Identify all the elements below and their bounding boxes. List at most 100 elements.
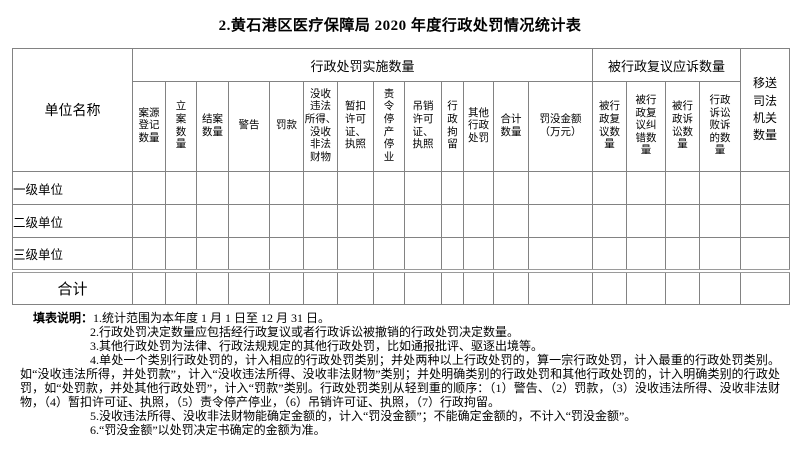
data-cell — [404, 204, 442, 238]
column-header-other-penalty: 其他 行政 处罚 — [463, 81, 494, 172]
row-label-total: 合计 — [12, 268, 133, 305]
data-cell — [373, 204, 405, 238]
data-cell — [303, 204, 338, 238]
data-cell — [665, 204, 700, 238]
data-cell — [165, 171, 197, 205]
data-cell — [441, 204, 464, 238]
data-cell — [373, 237, 405, 271]
data-cell — [132, 204, 166, 238]
note-item-2: 2.行政处罚决定数量应包括经行政复议或者行政诉讼被撤销的行政处罚决定数量。 — [90, 325, 520, 339]
row-label-level1-unit: 一级单位 — [12, 171, 133, 205]
data-cell — [228, 171, 270, 205]
data-cell — [165, 268, 197, 305]
column-header-reconsideration-corrected-count: 被行 政复 议纠 错数 量 — [626, 81, 666, 172]
data-cell — [463, 204, 494, 238]
note-item-1: 1.统计范围为本年度 1 月 1 日至 12 月 31 日。 — [93, 311, 331, 325]
data-cell — [132, 268, 166, 305]
note-item-5: 5.没收违法所得、没收非法财物能确定金额的，计入“罚没金额”；不能确定金额的，不… — [90, 409, 637, 423]
data-cell — [626, 268, 666, 305]
data-cell — [493, 237, 529, 271]
column-header-total-count: 合计 数量 — [493, 81, 529, 172]
data-cell — [373, 171, 405, 205]
column-header-cases-filed: 立 案 数 量 — [165, 81, 197, 172]
data-cell — [463, 237, 494, 271]
data-cell — [404, 171, 442, 205]
table-header-group-row: 单位名称 行政处罚实施数量 被行政复议应诉数量 移送 司法 机关 数量 — [12, 48, 791, 172]
data-cell — [132, 171, 166, 205]
data-cell — [740, 268, 791, 305]
column-header-reconsideration-count: 被行 政复 议数 量 — [592, 81, 627, 172]
data-cell — [665, 237, 700, 271]
data-cell — [626, 171, 666, 205]
data-cell — [269, 204, 304, 238]
data-cell — [165, 237, 197, 271]
data-cell — [228, 204, 270, 238]
data-cell — [626, 204, 666, 238]
column-header-administrative-detention: 行 政 拘 留 — [441, 81, 464, 172]
table-row-level2: 二级单位 — [12, 204, 791, 238]
data-cell — [528, 171, 593, 205]
table-header-sub-row: 案源 登记 数量 立 案 数 量 结案 数量 警告 罚款 没收 违法 所得、 没… — [13, 81, 790, 172]
data-cell — [528, 268, 593, 305]
row-label-level2-unit: 二级单位 — [12, 204, 133, 238]
column-header-fine: 罚款 — [269, 81, 304, 172]
data-cell — [592, 237, 627, 271]
data-cell — [665, 171, 700, 205]
data-cell — [592, 171, 627, 205]
data-cell — [665, 268, 700, 305]
data-cell — [337, 204, 374, 238]
column-header-transfer-judicial: 移送 司法 机关 数量 — [740, 48, 791, 172]
column-header-suspend-license: 暂扣 许可 证、 执照 — [337, 81, 374, 172]
column-header-litigation-count: 被行 政诉 讼数 量 — [665, 81, 700, 172]
data-cell — [196, 237, 229, 271]
data-cell — [493, 171, 529, 205]
data-cell — [441, 237, 464, 271]
data-cell — [228, 268, 270, 305]
data-cell — [228, 237, 270, 271]
data-cell — [493, 268, 529, 305]
data-cell — [404, 268, 442, 305]
row-label-level3-unit: 三级单位 — [12, 237, 133, 271]
penalty-statistics-table: 单位名称 行政处罚实施数量 被行政复议应诉数量 移送 司法 机关 数量 案源 登… — [12, 48, 791, 305]
data-cell — [303, 171, 338, 205]
table-row-total: 合计 — [12, 268, 791, 305]
data-cell — [698, 204, 742, 238]
data-cell — [269, 268, 304, 305]
notes-label: 填表说明： — [33, 311, 94, 325]
data-cell — [592, 204, 627, 238]
column-header-cases-closed: 结案 数量 — [196, 81, 229, 172]
column-header-revoke-license: 吊销 许可 证、 执照 — [404, 81, 442, 172]
data-cell — [698, 268, 742, 305]
data-cell — [592, 268, 627, 305]
column-header-halt-production: 责 令 停 产 停 业 — [373, 81, 405, 172]
data-cell — [441, 171, 464, 205]
data-cell — [303, 268, 338, 305]
column-header-unit-name: 单位名称 — [12, 48, 133, 172]
column-header-warning: 警告 — [228, 81, 270, 172]
data-cell — [740, 237, 791, 271]
table-row-level1: 一级单位 — [12, 171, 791, 205]
data-cell — [441, 268, 464, 305]
data-cell — [373, 268, 405, 305]
data-cell — [269, 171, 304, 205]
data-cell — [337, 171, 374, 205]
data-cell — [303, 237, 338, 271]
note-line-1: 填表说明：1.统计范围为本年度 1 月 1 日至 12 月 31 日。 — [20, 311, 780, 325]
data-cell — [165, 204, 197, 238]
column-header-litigation-lost-count: 行政 诉讼 败诉 的数 量 — [698, 81, 742, 172]
note-item-3: 3.其他行政处罚为法律、行政法规规定的其他行政处罚，比如通报批评、驱逐出境等。 — [90, 339, 544, 353]
column-header-fine-amount: 罚没金额 （万元） — [528, 81, 593, 172]
data-cell — [626, 237, 666, 271]
group-header-penalty-implementation: 行政处罚实施数量 — [132, 48, 593, 82]
data-cell — [493, 204, 529, 238]
data-cell — [698, 171, 742, 205]
table-row-level3: 三级单位 — [12, 237, 791, 271]
data-cell — [132, 237, 166, 271]
data-cell — [196, 268, 229, 305]
data-cell — [196, 171, 229, 205]
data-cell — [698, 237, 742, 271]
group-header-reconsideration-litigation: 被行政复议应诉数量 — [591, 48, 742, 82]
page-title: 2.黄石港区医疗保障局 2020 年度行政处罚情况统计表 — [218, 18, 582, 34]
data-cell — [528, 237, 593, 271]
data-cell — [337, 237, 374, 271]
